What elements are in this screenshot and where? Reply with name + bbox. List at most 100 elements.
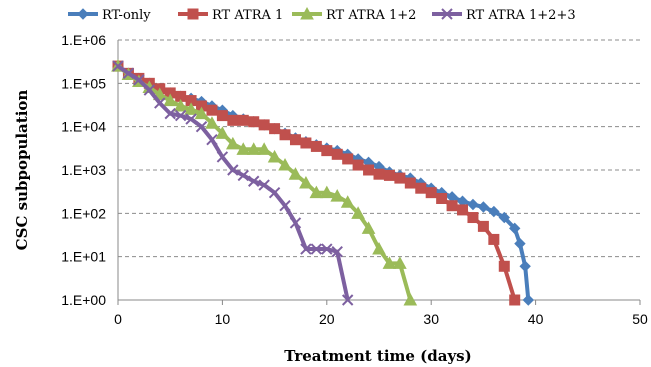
- data-point: [216, 151, 229, 163]
- y-tick-label: 1.E+00: [61, 292, 106, 308]
- data-point: [319, 185, 334, 199]
- data-point: [237, 169, 249, 182]
- data-point: [205, 116, 219, 129]
- data-point: [163, 93, 178, 107]
- data-point: [393, 256, 407, 269]
- data-point: [383, 169, 395, 181]
- data-point: [467, 212, 479, 224]
- data-point: [206, 134, 218, 146]
- x-axis-title: Treatment time (days): [284, 347, 471, 365]
- data-point: [330, 189, 345, 202]
- data-point: [279, 199, 291, 212]
- y-tick-label: 1.E+04: [61, 119, 106, 135]
- data-point: [352, 159, 364, 171]
- legend-item: RT ATRA 1+2+3: [432, 8, 576, 23]
- data-point: [341, 294, 354, 306]
- legend-label: RT-only: [102, 8, 151, 23]
- x-tick-labels: 0 10 20 30 40 50: [114, 311, 648, 327]
- data-point: [122, 67, 135, 80]
- data-point: [184, 102, 198, 115]
- data-point: [310, 243, 323, 255]
- legend-label: RT ATRA 1+2: [326, 8, 416, 23]
- data-point: [457, 204, 469, 216]
- data-point: [309, 185, 324, 199]
- data-point: [415, 182, 427, 194]
- data-point: [488, 205, 500, 218]
- x-tick-label: 0: [114, 311, 122, 327]
- series-rt-atra-1-2-3: [112, 60, 354, 306]
- data-point: [269, 123, 281, 135]
- data-point: [514, 237, 526, 250]
- data-point: [195, 120, 208, 133]
- y-tick-labels: 1.E+00 1.E+01 1.E+02 1.E+03 1.E+04 1.E+05 1.E+…: [61, 32, 106, 308]
- data-point: [321, 145, 333, 157]
- data-point: [246, 142, 261, 155]
- data-point: [173, 98, 188, 112]
- data-point: [498, 260, 510, 272]
- data-point: [258, 179, 270, 191]
- data-point: [372, 241, 386, 255]
- data-point: [394, 172, 406, 184]
- data-point: [300, 243, 312, 255]
- data-point: [216, 110, 228, 122]
- data-point: [143, 84, 156, 96]
- data-point: [174, 109, 187, 122]
- y-tick-label: 1.E+05: [61, 75, 106, 91]
- data-point: [258, 119, 270, 131]
- data-point: [154, 97, 166, 109]
- data-point: [267, 149, 282, 163]
- data-point: [299, 176, 313, 189]
- data-point: [509, 294, 521, 306]
- data-point: [164, 107, 176, 120]
- data-point: [225, 136, 240, 150]
- series-rt-atra-1: [112, 60, 521, 306]
- data-point: [425, 187, 437, 199]
- data-point: [436, 192, 448, 204]
- data-point: [382, 256, 397, 269]
- data-point: [257, 142, 272, 155]
- data-point: [236, 142, 251, 155]
- gridlines: [118, 39, 640, 258]
- data-point: [446, 200, 458, 212]
- x-tick-label: 30: [423, 311, 439, 327]
- y-tick-label: 1.E+06: [61, 32, 106, 48]
- x-tick-label: 40: [528, 311, 544, 327]
- data-point: [363, 164, 375, 176]
- data-point: [498, 211, 510, 224]
- y-axis-title: CSC subpopulation: [13, 90, 31, 251]
- legend-marker: [187, 8, 199, 20]
- data-point: [403, 292, 418, 306]
- data-point: [112, 60, 124, 72]
- data-point: [133, 74, 145, 86]
- legend-label: RT ATRA 1+2+3: [466, 8, 576, 23]
- legend: RT-only RT ATRA 1 RT ATRA 1+2 RT ATRA 1+2+3: [68, 6, 576, 23]
- data-point: [522, 294, 534, 306]
- series-rt-atra-1-2: [111, 59, 418, 306]
- axes: [117, 40, 641, 305]
- plot-series: [111, 59, 534, 306]
- data-point: [321, 243, 333, 255]
- data-point: [268, 186, 281, 199]
- data-point: [351, 206, 365, 219]
- x-tick-label: 20: [319, 311, 335, 327]
- data-point: [509, 222, 521, 235]
- data-point: [477, 201, 490, 213]
- data-point: [373, 168, 385, 180]
- data-point: [185, 113, 197, 125]
- y-tick-label: 1.E+02: [61, 205, 106, 221]
- x-tick-label: 10: [215, 311, 231, 327]
- data-point: [248, 116, 260, 128]
- data-point: [289, 134, 301, 146]
- data-point: [331, 246, 343, 258]
- data-point: [519, 260, 531, 272]
- data-point: [248, 175, 260, 187]
- legend-item: RT-only: [68, 8, 151, 23]
- data-point: [227, 114, 239, 126]
- y-tick-label: 1.E+01: [61, 249, 106, 265]
- data-point: [288, 167, 303, 180]
- data-point: [278, 158, 292, 171]
- data-point: [227, 164, 239, 176]
- x-tick-label: 50: [632, 311, 648, 327]
- data-point: [342, 153, 354, 165]
- data-point: [361, 221, 376, 234]
